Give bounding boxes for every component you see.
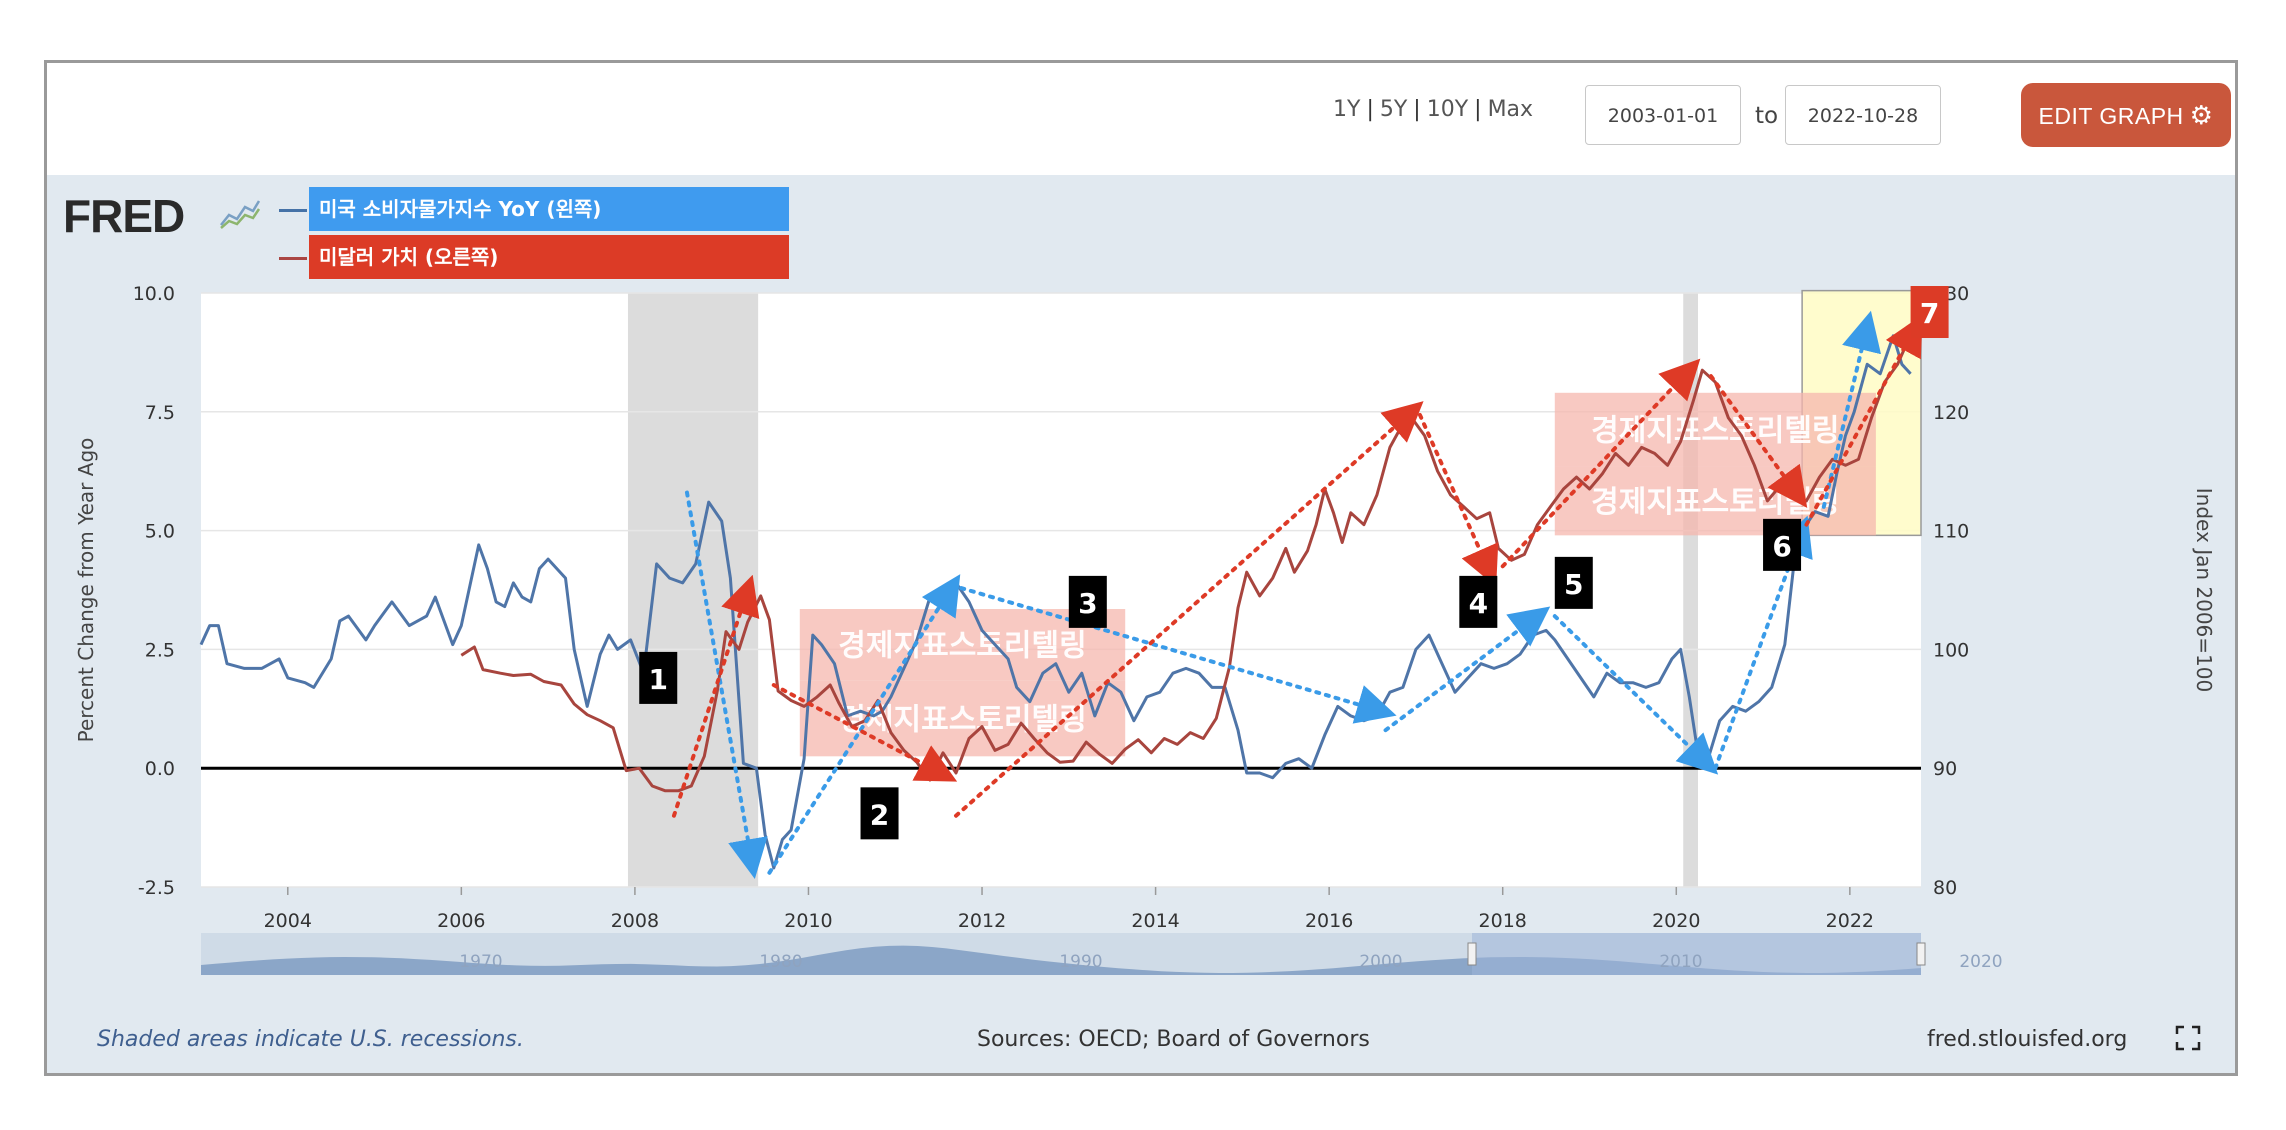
marker-7 (1910, 286, 1949, 339)
marker-2 (860, 787, 899, 840)
fred-logo-icon (220, 200, 261, 229)
gear-icon: ⚙ (2189, 100, 2214, 130)
preset-5y[interactable]: 5Y (1379, 97, 1408, 122)
x-tick-label: 2012 (958, 910, 1006, 932)
trend-arrow-9 (771, 683, 958, 782)
recession-note: Shaded areas indicate U.S. recessions. (97, 1027, 524, 1052)
x-tick-label: 2022 (1826, 910, 1874, 932)
x-tick-label: 2014 (1131, 910, 1179, 932)
marker-label-7: 7 (1920, 297, 1939, 330)
series-line-1 (460, 316, 1921, 793)
sources-text: Sources: OECD; Board of Governors (977, 1027, 1370, 1052)
trend-arrow-4 (1383, 606, 1551, 733)
x-tick-label: 2018 (1479, 910, 1527, 932)
navigator-tick-label: 1990 (1059, 952, 1102, 972)
navigator-selection (1472, 933, 1921, 975)
fred-graph-frame: 1Y | 5Y | 10Y | Max 2003-01-01 to 2022-10-28 E… (44, 60, 2238, 1076)
preset-10y[interactable]: 10Y (1426, 97, 1469, 122)
trend-arrow-10 (953, 401, 1424, 818)
x-tick-label: 2020 (1652, 910, 1700, 932)
marker-label-5: 5 (1564, 568, 1583, 601)
y-right-tick-label: 90 (1933, 758, 1957, 780)
trend-arrow-11 (1413, 403, 1499, 587)
marker-5 (1554, 556, 1593, 609)
y-left-tick-label: 7.5 (145, 402, 175, 424)
marker-1 (639, 651, 678, 704)
legend-cpi: 미국 소비자물가지수 YoY (왼쪽) (309, 187, 789, 231)
trend-arrow-3 (949, 583, 1397, 724)
trend-arrow-1 (684, 490, 768, 879)
trend-arrow-13 (1708, 374, 1808, 508)
marker-4 (1459, 575, 1498, 628)
y-left-tick-label: 2.5 (145, 639, 175, 661)
y-left-axis-title: Percent Change from Year Ago (74, 438, 98, 743)
edit-graph-button[interactable]: EDIT GRAPH ⚙ (2021, 83, 2231, 147)
marker-label-2: 2 (870, 798, 889, 831)
trend-arrow-14 (1804, 314, 1923, 527)
navigator-tick-label: 2020 (1959, 952, 2002, 972)
x-tick-label: 2006 (437, 910, 485, 932)
preset-1y[interactable]: 1Y (1333, 97, 1361, 122)
range-presets: 1Y | 5Y | 10Y | Max (1333, 97, 1534, 122)
navigator-tick-label: 2010 (1659, 952, 1702, 972)
marker-6 (1763, 518, 1802, 571)
edit-graph-label: EDIT GRAPH (2038, 103, 2184, 129)
marker-label-3: 3 (1078, 587, 1097, 620)
fullscreen-icon[interactable] (2175, 1025, 2201, 1051)
trend-arrow-2 (767, 574, 961, 875)
watermark-text: 경제지표스토리텔링 (1591, 485, 1839, 520)
watermark-box-b (799, 680, 1126, 757)
y-left-tick-label: -2.5 (138, 877, 175, 899)
legend-usd: 미달러 가치 (오른쪽) (309, 235, 789, 279)
navigator-tick-label: 2000 (1359, 952, 1402, 972)
marker-label-1: 1 (649, 663, 668, 696)
trend-arrow-8 (671, 574, 760, 818)
y-right-tick-label: 120 (1933, 402, 1969, 424)
y-left-tick-label: 0.0 (145, 758, 175, 780)
legend-swatch-usd (279, 257, 307, 260)
start-date-input[interactable]: 2003-01-01 (1585, 85, 1741, 145)
plot-area (201, 293, 1921, 887)
watermark-box-d (1554, 466, 1876, 536)
x-tick-label: 2010 (784, 910, 832, 932)
series-line-0 (199, 334, 1912, 870)
watermark-text: 경제지표스토리텔링 (838, 702, 1086, 737)
navigator-tick-label: 1970 (459, 952, 502, 972)
navigator-handle-right[interactable] (1916, 942, 1926, 966)
chart-panel: FRED 미국 소비자물가지수 YoY (왼쪽) 미달러 가치 (오른쪽) -2… (47, 175, 2235, 1073)
site-text[interactable]: fred.stlouisfed.org (1927, 1027, 2128, 1052)
recession-band-1 (1683, 293, 1698, 887)
legend-swatch-cpi (279, 209, 307, 212)
x-tick-label: 2004 (264, 910, 312, 932)
watermark-text: 경제지표스토리텔링 (838, 629, 1086, 664)
watermark-text: 경제지표스토리텔링 (1591, 414, 1839, 449)
preset-max[interactable]: Max (1487, 97, 1534, 122)
marker-3 (1068, 575, 1107, 628)
graph-toolbar: 1Y | 5Y | 10Y | Max 2003-01-01 to 2022-10-28 E… (47, 63, 2235, 175)
fred-logo: FRED (63, 190, 185, 242)
chart: -2.50.02.55.07.510.080901001101201302004… (74, 283, 2216, 975)
navigator-handle-left[interactable] (1467, 942, 1477, 966)
y-right-tick-label: 100 (1933, 639, 1969, 661)
y-left-tick-label: 5.0 (145, 521, 175, 543)
y-left-tick-label: 10.0 (133, 283, 175, 305)
y-right-tick-label: 110 (1933, 521, 1969, 543)
navigator-tick-label: 1980 (759, 952, 802, 972)
y-right-axis-title: Index Jan 2006=100 (2192, 488, 2216, 692)
to-label: to (1755, 103, 1779, 129)
x-tick-label: 2016 (1305, 910, 1353, 932)
x-tick-label: 2008 (611, 910, 659, 932)
marker-label-6: 6 (1772, 530, 1791, 563)
marker-label-4: 4 (1469, 587, 1488, 620)
y-right-tick-label: 80 (1933, 877, 1957, 899)
end-date-input[interactable]: 2022-10-28 (1785, 85, 1941, 145)
